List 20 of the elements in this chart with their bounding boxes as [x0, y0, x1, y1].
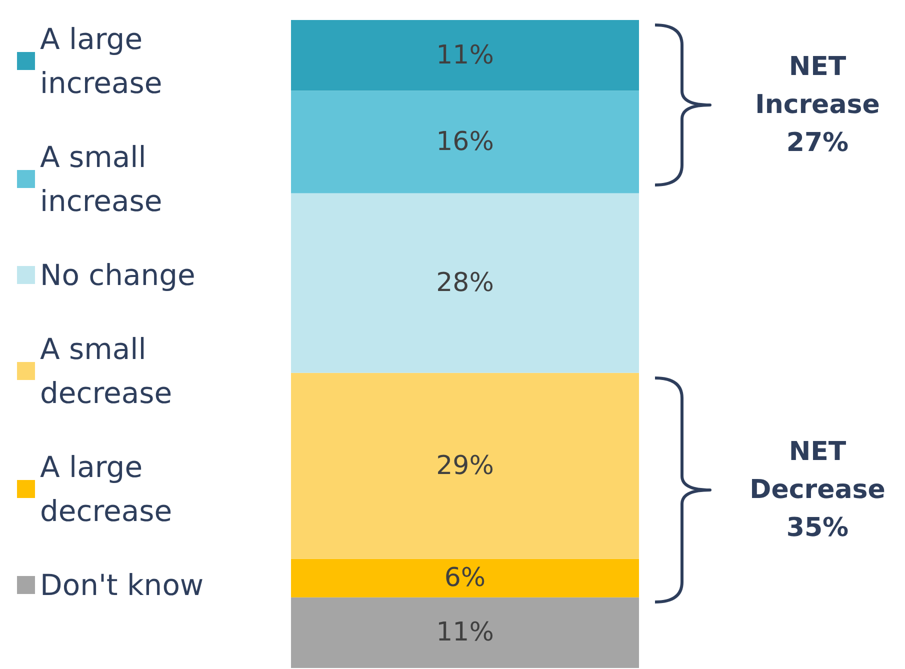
data-label: 11% [436, 618, 494, 648]
bar [291, 372, 639, 559]
text: NET Increase 27% [754, 51, 881, 160]
data-label: 29% [436, 450, 494, 481]
bar [291, 90, 639, 194]
text: NET Decrease 35% [748, 436, 886, 545]
data-label: 16% [436, 126, 494, 157]
legend-label: A small increase [40, 140, 162, 218]
legend-label: A large increase [40, 22, 162, 100]
data-label: 11% [436, 40, 494, 70]
bar [291, 558, 639, 598]
bar [291, 20, 639, 91]
bar [291, 193, 639, 373]
legend-label: A small decrease [40, 332, 172, 410]
legend-label: Don't know [40, 568, 204, 602]
data-label: 28% [436, 268, 494, 298]
bar [291, 597, 639, 668]
legend-label: A large decrease [40, 450, 172, 528]
data-label: 6% [444, 563, 486, 594]
legend-label: No change [40, 258, 196, 292]
